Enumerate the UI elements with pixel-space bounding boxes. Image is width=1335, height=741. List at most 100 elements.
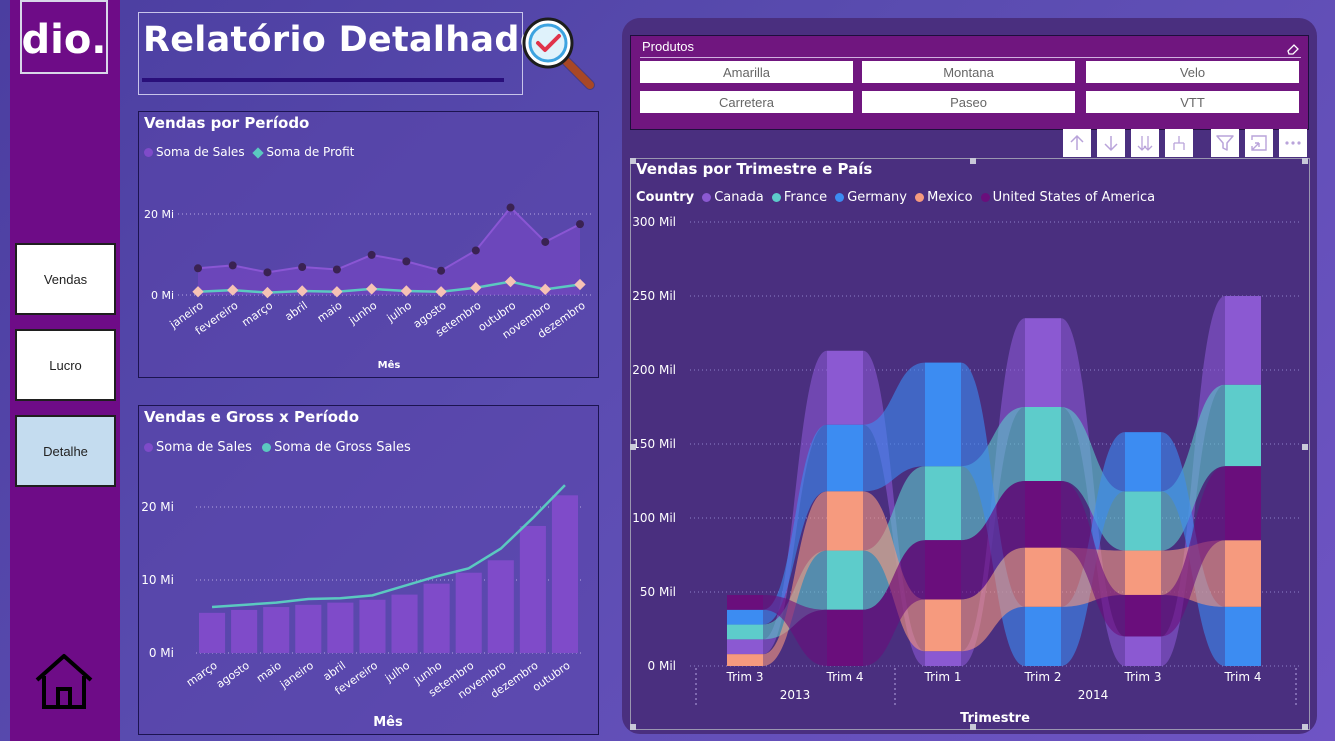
ribbon-segment (1125, 432, 1161, 492)
ribbon-segment (727, 654, 763, 666)
x-tick-label: julho (382, 659, 412, 686)
sales-point (402, 257, 411, 266)
magnifier-check-icon (520, 15, 596, 91)
ribbon-segment (827, 609, 863, 666)
slicer-item-montana[interactable]: Montana (862, 61, 1075, 83)
sales-point (471, 246, 480, 255)
ribbon-segment (1225, 296, 1261, 385)
profit-point (192, 286, 204, 298)
ribbon-band (863, 540, 925, 666)
x-tick-label: abril (282, 299, 309, 324)
profit-point (470, 282, 482, 294)
legend-label: Soma de Gross Sales (274, 440, 411, 455)
resize-handle (970, 158, 976, 164)
resize-handle (630, 444, 636, 450)
ribbon-segment (1025, 318, 1061, 407)
ribbon-segment (1225, 606, 1261, 666)
resize-handle (1302, 158, 1308, 164)
y-tick-label: 150 Mil (632, 437, 676, 451)
drill-down-icon[interactable] (1097, 129, 1125, 157)
y-tick-label: 10 Mi (141, 573, 174, 587)
ribbon-segment (1225, 384, 1261, 467)
chart-title: Vendas e Gross x Período (144, 408, 360, 426)
nav-button-vendas[interactable]: Vendas (15, 243, 116, 315)
profit-point (365, 283, 378, 295)
resize-handle (970, 724, 976, 730)
ribbon-band (1061, 481, 1125, 637)
ribbon-band (961, 481, 1025, 600)
y-tick-label: 250 Mil (632, 289, 676, 303)
ribbon-segment (727, 609, 763, 625)
x-tick-label: março (239, 299, 275, 330)
slicer-item-paseo[interactable]: Paseo (862, 91, 1075, 113)
ribbon-band (1061, 407, 1125, 551)
legend-label: France (783, 190, 828, 205)
home-icon[interactable] (33, 652, 95, 710)
eraser-icon[interactable] (1286, 40, 1300, 55)
legend-label: Mexico (927, 190, 973, 205)
sales-point (437, 266, 446, 275)
ribbon-segment (925, 362, 961, 467)
ribbon-band (763, 491, 827, 666)
ribbon-segment (1025, 606, 1061, 666)
sales-bar (423, 583, 450, 653)
sales-bar (391, 594, 418, 653)
chart-title: Vendas por Período (144, 114, 310, 132)
nav-button-label: Detalhe (43, 443, 88, 459)
drill-up-icon[interactable] (1063, 129, 1091, 157)
ribbon-segment (827, 424, 863, 492)
expand-hierarchy-icon[interactable] (1165, 129, 1193, 157)
legend-title: Country (636, 190, 695, 205)
profit-point (227, 284, 239, 296)
sales-bar (263, 607, 290, 653)
slicer-item-vtt[interactable]: VTT (1086, 91, 1299, 113)
more-options-icon[interactable] (1279, 129, 1307, 157)
chart-legend: Soma de Sales Soma de Gross Sales (144, 440, 411, 455)
slicer-item-amarilla[interactable]: Amarilla (640, 61, 853, 83)
y-tick-label: 20 Mi (141, 500, 174, 514)
nav-button-detalhe[interactable]: Detalhe (15, 415, 116, 487)
sales-bar (359, 599, 386, 653)
y-tick-label: 0 Mi (151, 289, 174, 302)
legend-label: Canada (714, 190, 764, 205)
ribbon-segment (727, 639, 763, 655)
sales-point (367, 250, 376, 259)
ribbon-segment (925, 466, 961, 541)
ribbon-segment (827, 550, 863, 610)
x-tick-label: janeiro (277, 659, 316, 692)
sales-bar (487, 560, 514, 653)
legend-dot (702, 193, 712, 202)
ribbon-segment (1025, 407, 1061, 481)
legend-dot (262, 443, 272, 452)
x-tick-label: maio (315, 299, 345, 325)
nav-button-lucro[interactable]: Lucro (15, 329, 116, 401)
ribbon-segment (1025, 481, 1061, 548)
legend-dot (144, 443, 153, 452)
filter-icon[interactable] (1211, 129, 1239, 157)
ribbon-band (1161, 466, 1225, 637)
sales-bar (231, 609, 258, 653)
title-box (138, 12, 523, 95)
slicer-item-velo[interactable]: Velo (1086, 61, 1299, 83)
x-tick-label: Trim 3 (1124, 670, 1162, 684)
legend-label: Soma de Profit (266, 145, 355, 159)
ribbon-segment (827, 491, 863, 551)
y-tick-label: 0 Mi (149, 646, 174, 660)
next-level-icon[interactable] (1131, 129, 1159, 157)
x-tick-label: Trim 4 (1224, 670, 1262, 684)
slicer-divider (640, 57, 1301, 58)
focus-mode-icon[interactable] (1245, 129, 1273, 157)
x-tick-label: Trim 4 (826, 670, 864, 684)
title-underline (142, 78, 504, 82)
ribbon-segment (925, 651, 961, 666)
sales-bar (551, 495, 578, 653)
x-year-label: 2013 (780, 688, 811, 702)
profit-point (400, 285, 413, 297)
logo-text: dio. (22, 17, 106, 63)
ribbon-segment (1225, 540, 1261, 607)
ribbon-segment (1125, 491, 1161, 551)
sales-bar (295, 604, 322, 653)
slicer-item-carretera[interactable]: Carretera (640, 91, 853, 113)
